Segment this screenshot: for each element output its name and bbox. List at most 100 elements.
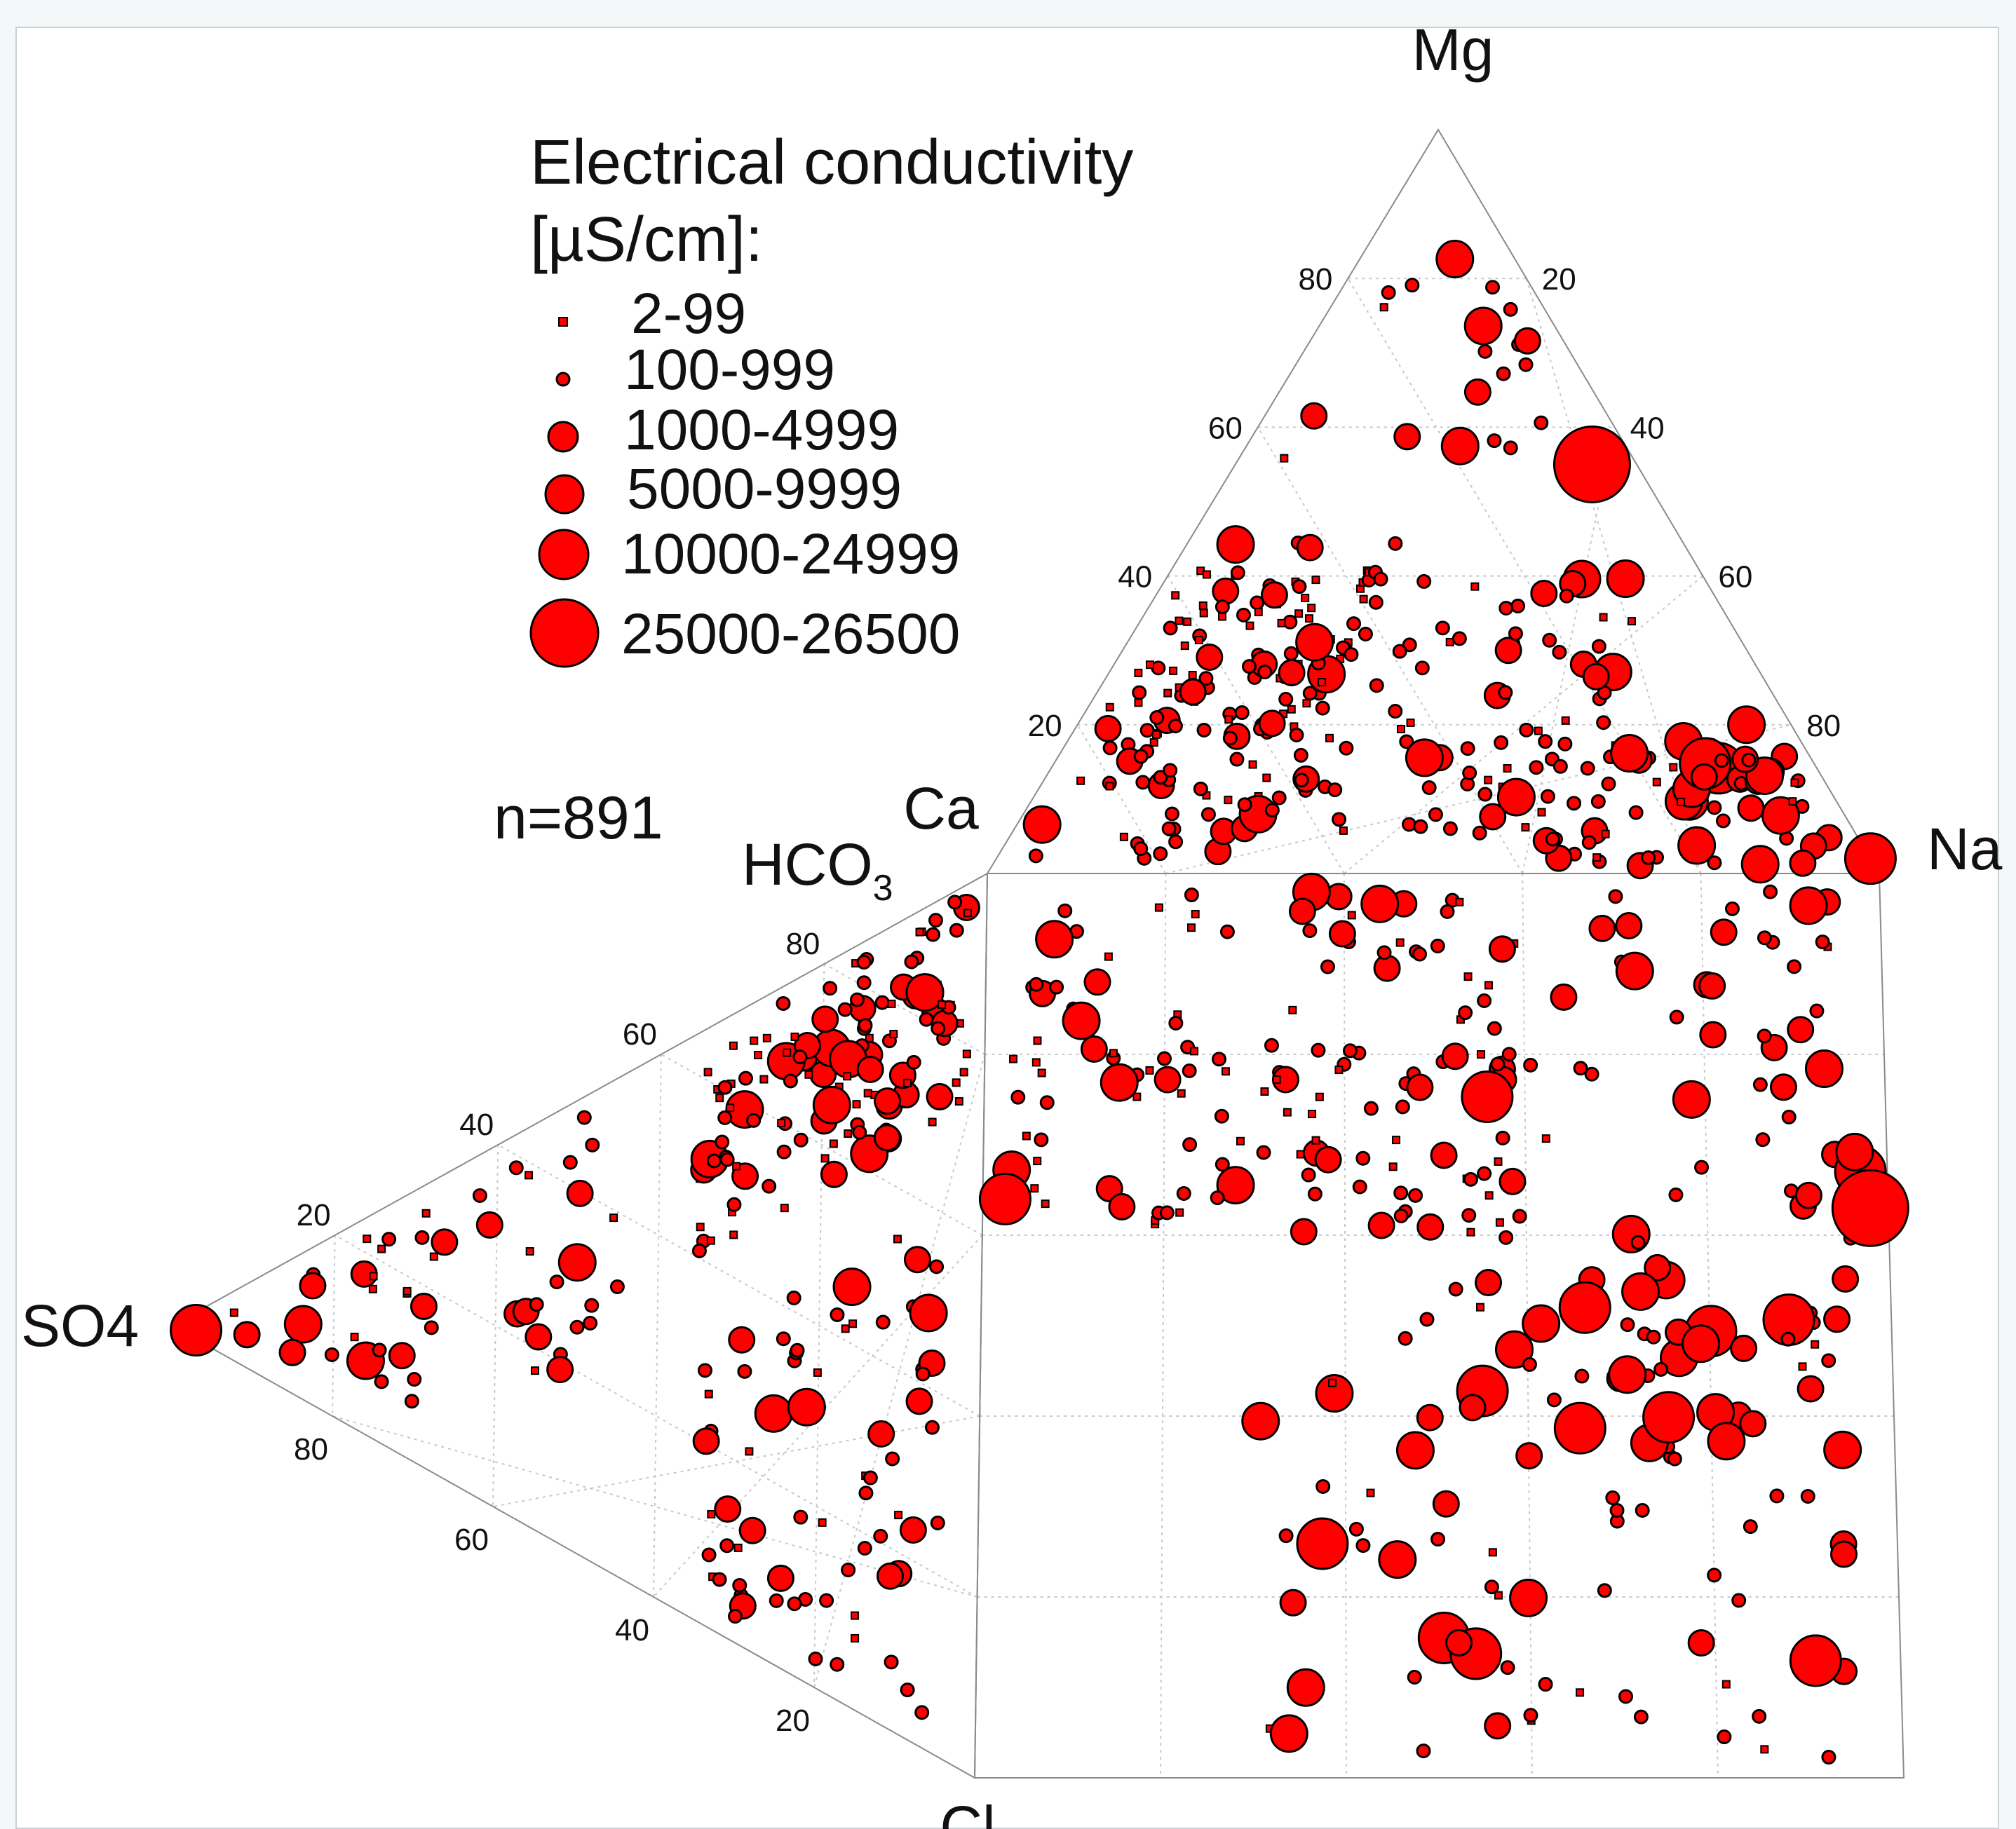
sample-point [1236, 1136, 1245, 1145]
sample-point [1254, 608, 1263, 617]
sample-point [1550, 983, 1578, 1011]
sample-point [928, 913, 943, 928]
sample-point [726, 1197, 742, 1212]
sample-point [780, 1204, 789, 1213]
sample-point [1163, 688, 1172, 698]
sample-point [1359, 594, 1368, 604]
sample-point [1034, 1132, 1049, 1148]
sample-point [1495, 1130, 1510, 1145]
sample-point [1553, 1401, 1606, 1455]
legend-label-6: 25000-26500 [621, 602, 960, 666]
sample-point [750, 1036, 759, 1045]
sample-point [1515, 1442, 1543, 1470]
sample-point [926, 927, 941, 942]
sample-point [1133, 841, 1149, 857]
sample-point [1448, 1281, 1463, 1297]
sample-point [1033, 1036, 1042, 1045]
sample-point [712, 1572, 727, 1587]
sample-point [706, 1153, 722, 1169]
sample-point [1182, 1137, 1198, 1153]
sample-point [851, 1633, 860, 1643]
sample-point [1523, 1057, 1538, 1073]
grid-line [497, 1144, 980, 1417]
sample-point [1815, 934, 1830, 950]
sample-point [1169, 666, 1178, 675]
sample-point [876, 1562, 904, 1590]
sample-point [1484, 1191, 1494, 1200]
sample-point [928, 1117, 937, 1127]
sample-point [715, 1094, 724, 1103]
cation-right-tick: 20 [1542, 262, 1576, 297]
sample-point [1707, 800, 1722, 815]
sample-point [1342, 1043, 1358, 1059]
sample-point [1682, 1324, 1721, 1364]
sample-point [754, 1051, 763, 1060]
sample-point [1605, 1490, 1621, 1506]
sample-point [609, 1213, 618, 1223]
sample-point [1315, 700, 1330, 716]
sample-point [1494, 1157, 1503, 1166]
sample-point [1461, 1070, 1514, 1123]
sample-point [732, 1577, 747, 1593]
sample-point [1242, 659, 1257, 674]
sample-point [1699, 1021, 1727, 1049]
sample-point [421, 1209, 431, 1218]
cation-left-tick: 60 [1208, 411, 1243, 445]
sample-point [777, 1118, 786, 1127]
sample-point [830, 1657, 845, 1672]
sample-point [873, 1087, 901, 1115]
sample-point [1499, 1167, 1527, 1195]
sample-point [585, 1137, 600, 1153]
sample-point [1108, 1192, 1136, 1221]
sample-point [766, 1564, 794, 1592]
sample-point [819, 1593, 834, 1608]
sample-point [1752, 1077, 1768, 1092]
sample-point [874, 995, 890, 1010]
sample-point [1567, 796, 1582, 811]
sample-point [733, 1543, 743, 1552]
sample-point [1608, 889, 1623, 904]
sample-point [372, 1342, 387, 1358]
sample-point [1529, 760, 1544, 775]
legend-marker-4 [544, 474, 585, 515]
sample-point [1318, 678, 1327, 687]
sample-point [1461, 1208, 1477, 1223]
sample-point [1196, 643, 1224, 671]
sample-point [926, 1082, 954, 1110]
sample-point [1215, 1157, 1230, 1172]
sample-point [1694, 1160, 1710, 1175]
sample-point [369, 1272, 378, 1281]
sample-point [1161, 821, 1177, 836]
sample-point [1479, 803, 1507, 831]
sample-point [1132, 685, 1147, 700]
sample-point [1402, 817, 1417, 832]
sample-point [1104, 952, 1113, 961]
sample-point [1494, 1591, 1503, 1600]
sample-point [1534, 726, 1543, 735]
sample-point [1315, 1478, 1331, 1494]
sample-point [377, 1244, 386, 1253]
grid-line [492, 1415, 980, 1507]
sample-point [1780, 1331, 1796, 1347]
sample-point [1216, 1166, 1255, 1205]
sample-point [1057, 903, 1073, 918]
sample-point [1499, 600, 1514, 616]
sample-point [856, 975, 872, 991]
sample-point [1582, 662, 1610, 691]
sample-point [1821, 1750, 1836, 1765]
sample-point [1296, 533, 1324, 562]
sample-point [1584, 1066, 1599, 1082]
sample-point [1210, 1190, 1225, 1206]
sample-point [1355, 1150, 1371, 1166]
sample-point [1139, 723, 1155, 738]
sample-point [1216, 525, 1255, 564]
sample-point [1416, 1743, 1431, 1759]
sample-point [1538, 734, 1553, 749]
sample-point [1606, 559, 1645, 599]
sample-point [562, 1155, 578, 1170]
cation-left-tick: 20 [1028, 709, 1062, 743]
sample-point [1490, 1056, 1506, 1072]
sample-point [1363, 1101, 1379, 1116]
apex-label-ca: Ca [903, 775, 979, 841]
sample-point [848, 1319, 858, 1328]
